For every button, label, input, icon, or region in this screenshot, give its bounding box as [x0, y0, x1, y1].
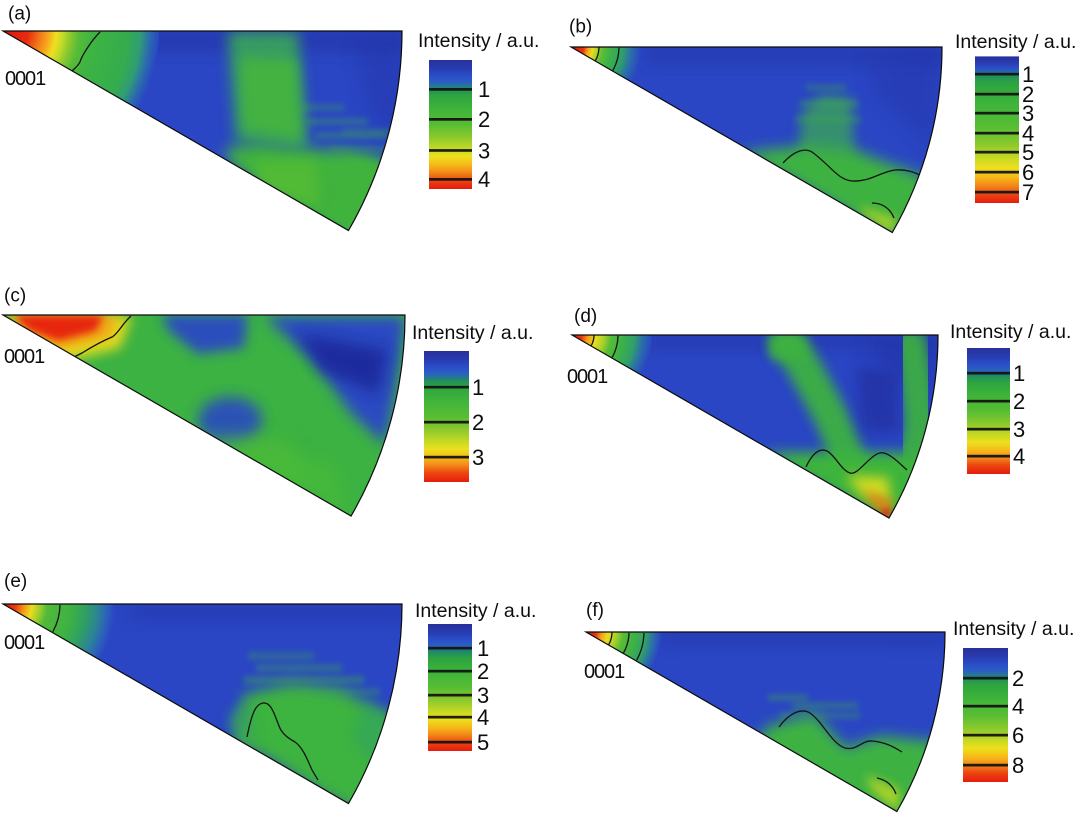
svg-text:3: 3 — [1022, 101, 1034, 126]
svg-text:2: 2 — [1012, 666, 1024, 691]
svg-text:0001: 0001 — [4, 632, 45, 654]
svg-text:Intensity / a.u.: Intensity / a.u. — [412, 322, 533, 344]
svg-text:1: 1 — [1022, 62, 1034, 87]
svg-text:4: 4 — [1012, 694, 1024, 719]
svg-text:2: 2 — [472, 410, 484, 435]
svg-text:3: 3 — [478, 138, 490, 163]
svg-text:0001: 0001 — [5, 68, 46, 90]
svg-text:2: 2 — [1013, 389, 1025, 414]
svg-text:Intensity / a.u.: Intensity / a.u. — [950, 321, 1071, 343]
svg-text:8: 8 — [1012, 753, 1024, 778]
svg-text:(c): (c) — [4, 286, 26, 307]
svg-text:(a): (a) — [8, 4, 31, 25]
svg-text:6: 6 — [1022, 160, 1034, 185]
svg-text:6: 6 — [1012, 723, 1024, 748]
svg-text:5: 5 — [477, 730, 489, 755]
svg-text:1: 1 — [478, 77, 490, 102]
svg-text:0001: 0001 — [584, 661, 625, 683]
svg-text:Intensity / a.u.: Intensity / a.u. — [418, 30, 539, 52]
svg-text:4: 4 — [1022, 121, 1034, 146]
svg-text:(d): (d) — [574, 306, 597, 327]
svg-text:7: 7 — [1022, 180, 1034, 205]
svg-text:Intensity / a.u.: Intensity / a.u. — [415, 600, 536, 622]
svg-text:3: 3 — [1013, 417, 1025, 442]
svg-text:5: 5 — [1022, 140, 1034, 165]
svg-text:(f): (f) — [586, 600, 604, 621]
svg-text:4: 4 — [477, 705, 489, 730]
svg-text:4: 4 — [478, 167, 490, 192]
svg-text:4: 4 — [1013, 444, 1025, 469]
svg-text:1: 1 — [472, 375, 484, 400]
svg-text:(e): (e) — [4, 571, 27, 592]
svg-text:Intensity / a.u.: Intensity / a.u. — [953, 618, 1074, 640]
svg-text:0001: 0001 — [4, 346, 45, 368]
svg-text:1: 1 — [477, 636, 489, 661]
svg-text:1: 1 — [1013, 361, 1025, 386]
svg-text:Intensity / a.u.: Intensity / a.u. — [955, 31, 1076, 53]
svg-text:2: 2 — [478, 107, 490, 132]
svg-text:0001: 0001 — [567, 366, 608, 388]
svg-text:2: 2 — [1022, 82, 1034, 107]
svg-text:(b): (b) — [569, 17, 592, 38]
svg-text:3: 3 — [472, 445, 484, 470]
svg-text:3: 3 — [477, 683, 489, 708]
svg-text:2: 2 — [477, 659, 489, 684]
